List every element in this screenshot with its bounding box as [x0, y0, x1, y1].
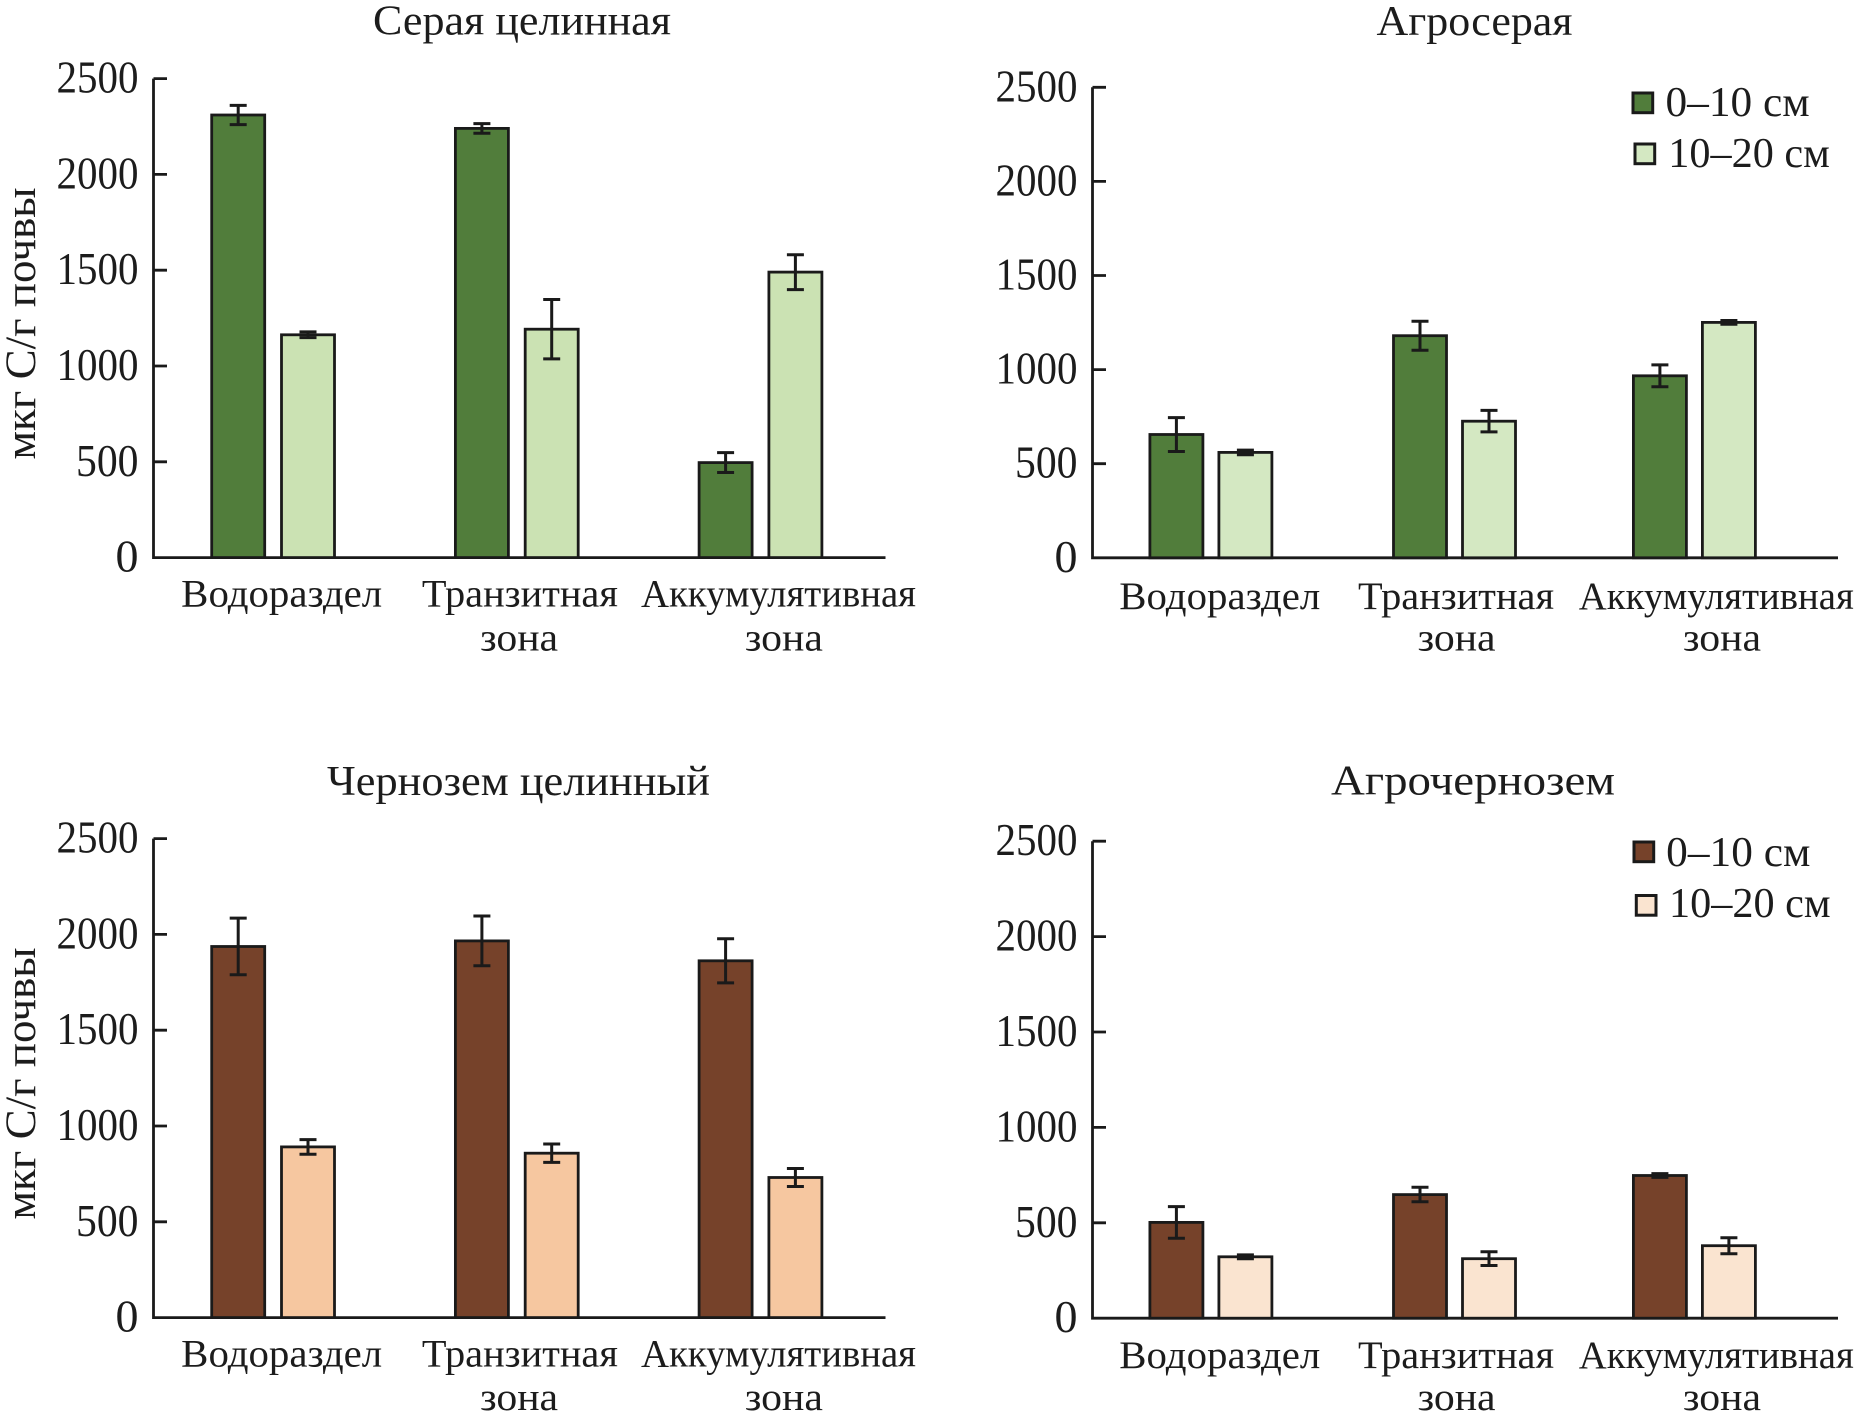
svg-text:1500: 1500 [57, 1003, 139, 1054]
svg-text:Агрочернозем: Агрочернозем [1331, 758, 1615, 805]
svg-text:Чернозем целинный: Чернозем целинный [327, 758, 710, 805]
svg-text:зона: зона [1683, 615, 1761, 659]
svg-text:Водораздел: Водораздел [181, 1331, 382, 1375]
svg-text:Транзитная: Транзитная [422, 572, 618, 616]
svg-text:Серая целинная: Серая целинная [373, 0, 671, 45]
svg-text:1000: 1000 [57, 339, 139, 390]
svg-text:2500: 2500 [996, 814, 1078, 865]
svg-text:10–20 см: 10–20 см [1668, 131, 1830, 177]
svg-text:500: 500 [76, 1195, 139, 1246]
svg-text:зона: зона [480, 615, 558, 659]
svg-text:500: 500 [1015, 1196, 1078, 1247]
svg-text:2500: 2500 [996, 60, 1078, 111]
svg-text:Транзитная: Транзитная [1358, 1333, 1554, 1377]
svg-text:1500: 1500 [996, 249, 1078, 300]
svg-text:1000: 1000 [996, 1100, 1078, 1151]
svg-text:Водораздел: Водораздел [1119, 574, 1320, 618]
svg-text:Аккумулятивная: Аккумулятивная [641, 572, 916, 616]
svg-text:зона: зона [1418, 615, 1496, 659]
svg-text:2500: 2500 [57, 52, 139, 103]
svg-text:500: 500 [76, 435, 139, 486]
svg-text:1500: 1500 [996, 1005, 1078, 1056]
svg-text:1000: 1000 [57, 1099, 139, 1150]
svg-text:2000: 2000 [57, 147, 139, 198]
svg-text:Транзитная: Транзитная [1358, 574, 1554, 618]
svg-text:Аккумулятивная: Аккумулятивная [1579, 1333, 1854, 1377]
svg-text:500: 500 [1015, 437, 1078, 488]
svg-text:0: 0 [116, 1291, 139, 1342]
svg-text:1500: 1500 [57, 243, 139, 294]
svg-text:зона: зона [480, 1375, 558, 1419]
svg-text:зона: зона [1418, 1375, 1496, 1419]
svg-text:Агросерая: Агросерая [1377, 0, 1573, 45]
svg-text:зона: зона [745, 1375, 823, 1419]
svg-text:мкг С/г почвы: мкг С/г почвы [0, 948, 45, 1220]
svg-text:Транзитная: Транзитная [422, 1331, 618, 1375]
svg-text:мкг С/г почвы: мкг С/г почвы [0, 188, 45, 460]
svg-text:0: 0 [1055, 531, 1078, 582]
svg-text:зона: зона [1683, 1375, 1761, 1419]
svg-text:2000: 2000 [996, 154, 1078, 205]
svg-text:0: 0 [1055, 1291, 1078, 1342]
svg-text:0: 0 [116, 531, 139, 582]
svg-text:Водораздел: Водораздел [181, 572, 382, 616]
svg-text:10–20 см: 10–20 см [1669, 881, 1831, 927]
svg-text:2500: 2500 [57, 812, 139, 863]
svg-text:0–10 см: 0–10 см [1666, 830, 1810, 876]
svg-text:2000: 2000 [57, 907, 139, 958]
svg-text:0–10 см: 0–10 см [1666, 80, 1810, 126]
svg-text:1000: 1000 [996, 343, 1078, 394]
svg-text:Аккумулятивная: Аккумулятивная [641, 1331, 916, 1375]
svg-text:зона: зона [745, 615, 823, 659]
svg-text:Аккумулятивная: Аккумулятивная [1579, 574, 1854, 618]
svg-text:Водораздел: Водораздел [1119, 1333, 1320, 1377]
svg-text:2000: 2000 [996, 910, 1078, 961]
